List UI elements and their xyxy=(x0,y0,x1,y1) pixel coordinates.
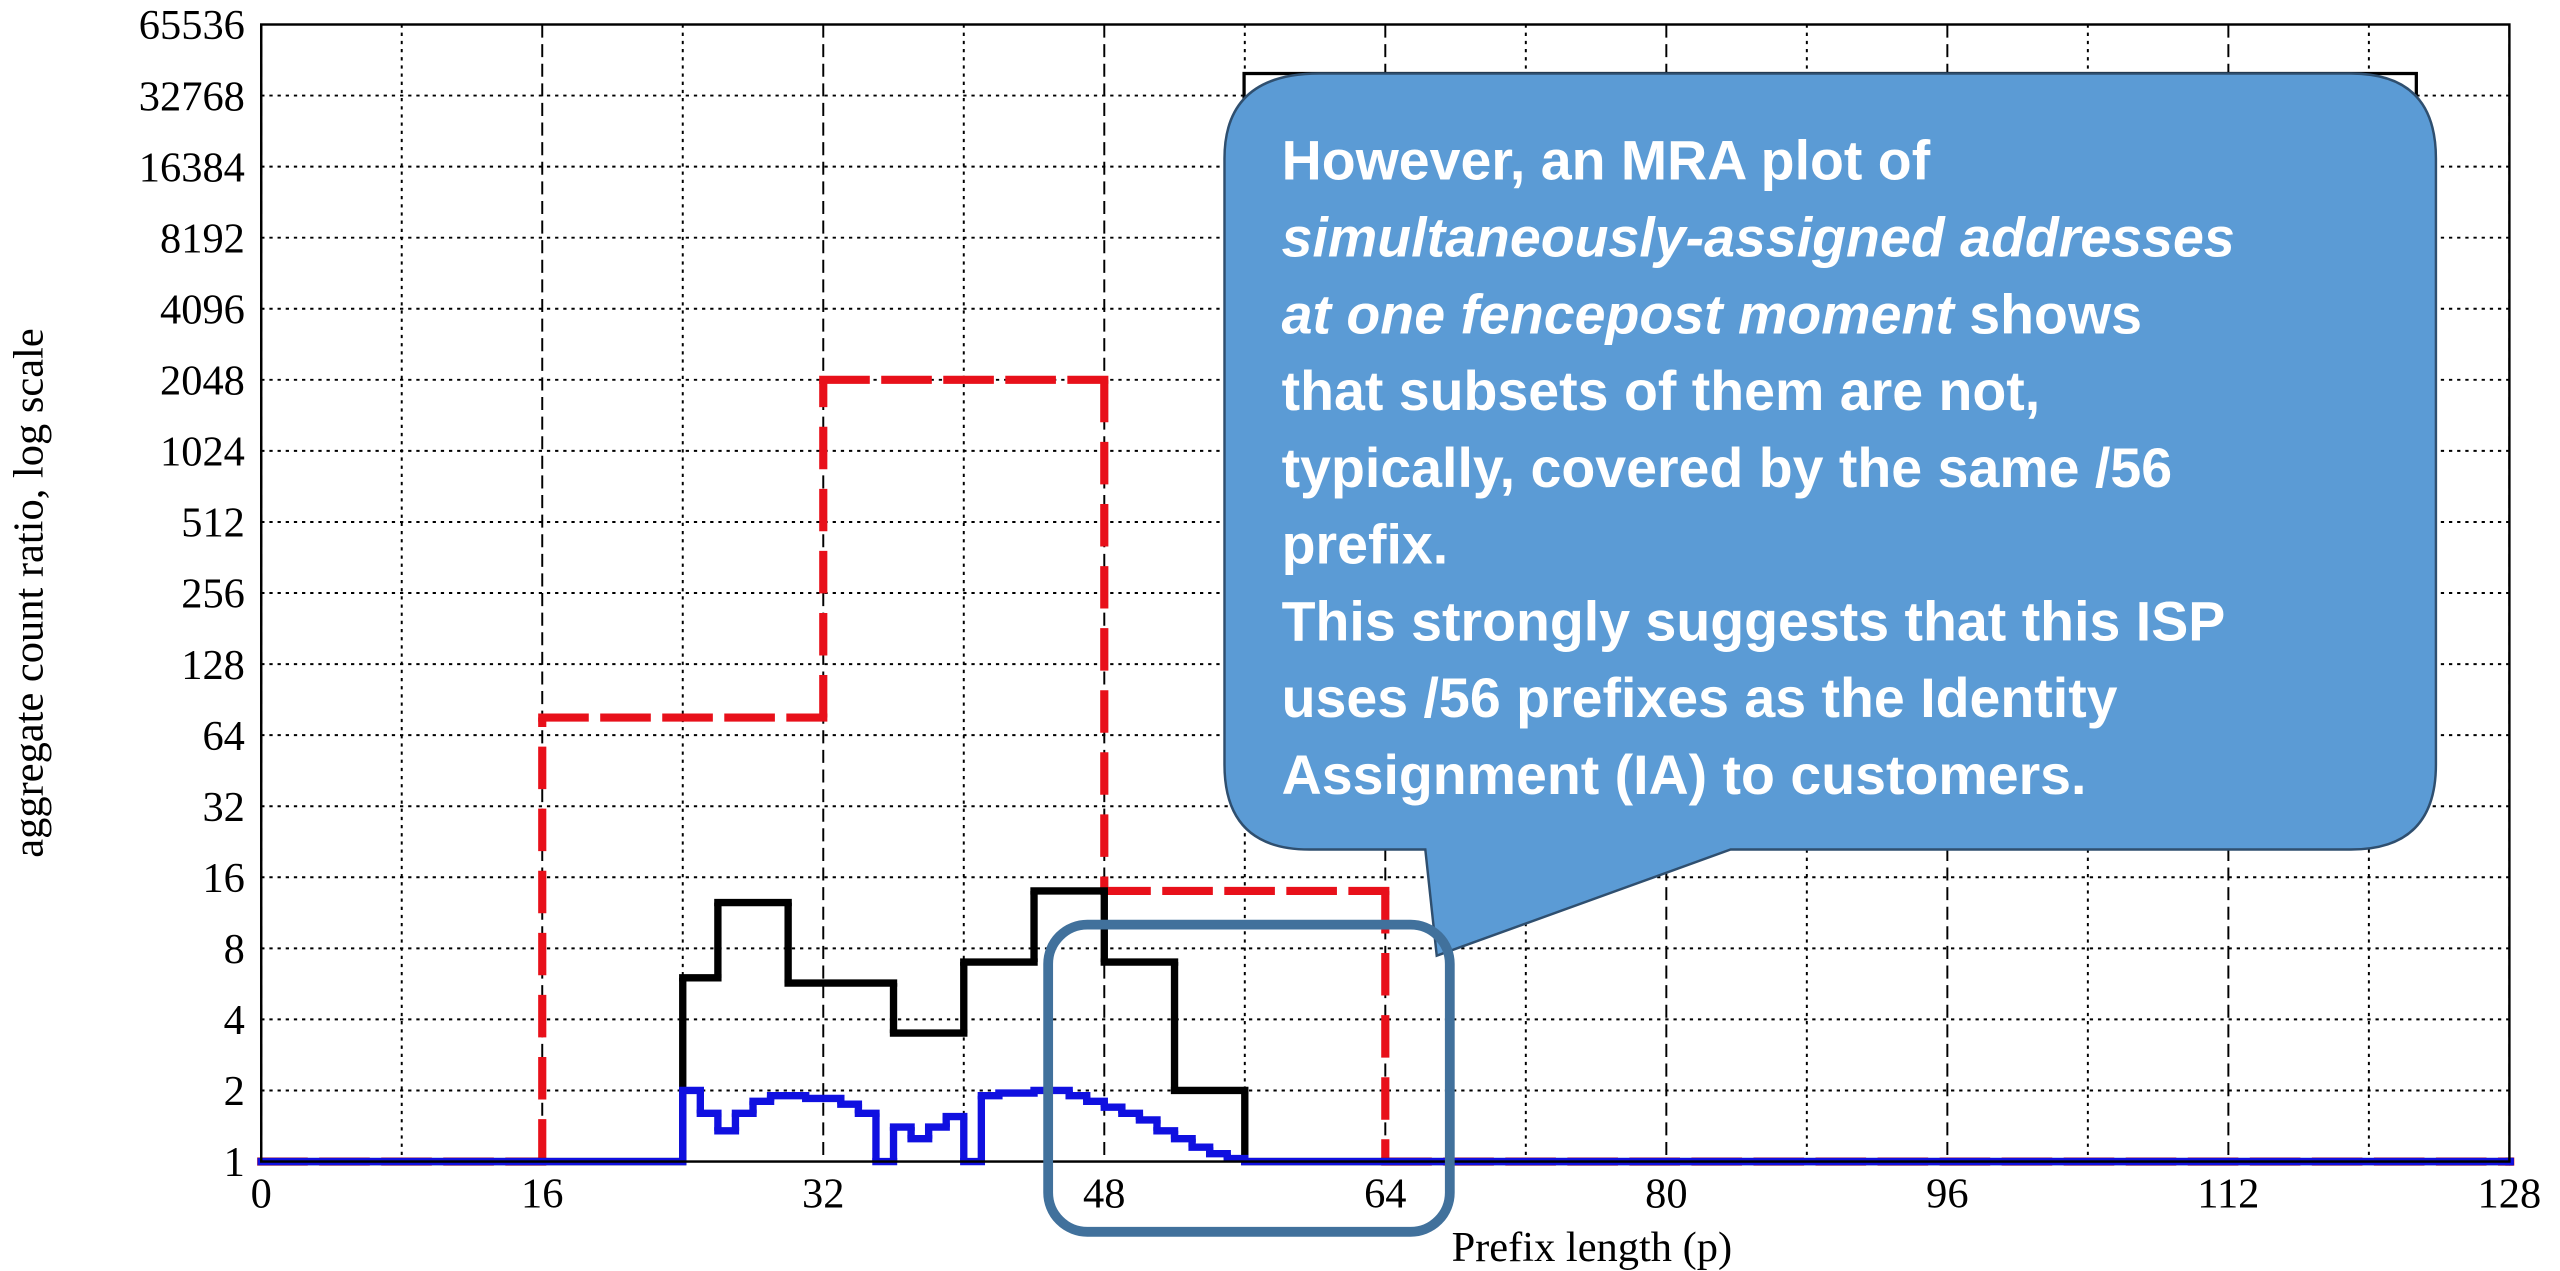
y-tick-label: 4096 xyxy=(160,286,245,333)
callout-text: Assignment (IA) to customers. xyxy=(1282,744,2087,806)
callout-line: This strongly suggests that this ISP xyxy=(1282,590,2226,652)
x-tick-label: 128 xyxy=(2478,1170,2542,1217)
y-tick-label: 16 xyxy=(202,855,244,902)
highlight-box xyxy=(1043,919,1455,1237)
y-tick-label: 8192 xyxy=(160,215,245,262)
x-tick-label: 32 xyxy=(802,1170,844,1217)
x-tick-label: 96 xyxy=(1926,1170,1968,1217)
x-tick-label: 64 xyxy=(1364,1170,1406,1217)
y-tick-label: 2 xyxy=(224,1068,245,1115)
callout-line: prefix. xyxy=(1282,514,1449,576)
callout-line: However, an MRA plot of xyxy=(1282,130,1931,192)
y-tick-label: 2048 xyxy=(160,358,245,405)
y-tick-label: 32768 xyxy=(139,73,245,120)
callout-bubble xyxy=(1223,72,2438,958)
callout-text: that subsets of them are not, xyxy=(1282,360,2041,422)
callout-text: This strongly suggests that this ISP xyxy=(1282,590,2226,652)
y-tick-label: 64 xyxy=(202,713,244,760)
callout-text: uses /56 prefixes as the Identity xyxy=(1282,667,2118,729)
x-tick-label: 16 xyxy=(521,1170,563,1217)
callout-text: at one fencepost moment xyxy=(1282,283,1957,345)
y-tick-label: 1 xyxy=(224,1139,245,1186)
y-tick-label: 128 xyxy=(181,642,245,689)
y-tick-label: 4 xyxy=(224,997,245,1044)
y-tick-label: 8 xyxy=(224,926,245,973)
callout-text: shows xyxy=(1954,283,2142,345)
callout-text: simultaneously-assigned addresses xyxy=(1282,206,2235,268)
callout-text: typically, covered by the same /56 xyxy=(1282,437,2172,499)
callout-line: at one fencepost moment shows xyxy=(1282,283,2142,345)
callout-text: prefix. xyxy=(1282,514,1449,576)
x-tick-label: 112 xyxy=(2197,1170,2259,1217)
callout-line: uses /56 prefixes as the Identity xyxy=(1282,667,2118,729)
x-tick-label: 0 xyxy=(251,1170,272,1217)
plot-frame xyxy=(260,23,2511,1163)
y-tick-label: 16384 xyxy=(139,144,245,191)
y-tick-label: 32 xyxy=(202,784,244,831)
y-tick-label: 256 xyxy=(181,571,245,618)
callout-line: that subsets of them are not, xyxy=(1282,360,2041,422)
x-tick-label: 80 xyxy=(1645,1170,1687,1217)
callout-line: simultaneously-assigned addresses xyxy=(1282,206,2235,268)
x-axis-label: Prefix length (p) xyxy=(1452,1224,1733,1271)
callout-line: typically, covered by the same /56 xyxy=(1282,437,2172,499)
callout-line: Assignment (IA) to customers. xyxy=(1282,744,2087,806)
y-axis-label: aggregate count ratio, log scale xyxy=(5,328,52,857)
y-tick-label: 1024 xyxy=(160,429,245,476)
callout-text: However, an MRA plot of xyxy=(1282,130,1931,192)
x-tick-label: 48 xyxy=(1083,1170,1125,1217)
y-tick-label: 512 xyxy=(181,500,245,547)
y-tick-label: 65536 xyxy=(139,2,245,49)
